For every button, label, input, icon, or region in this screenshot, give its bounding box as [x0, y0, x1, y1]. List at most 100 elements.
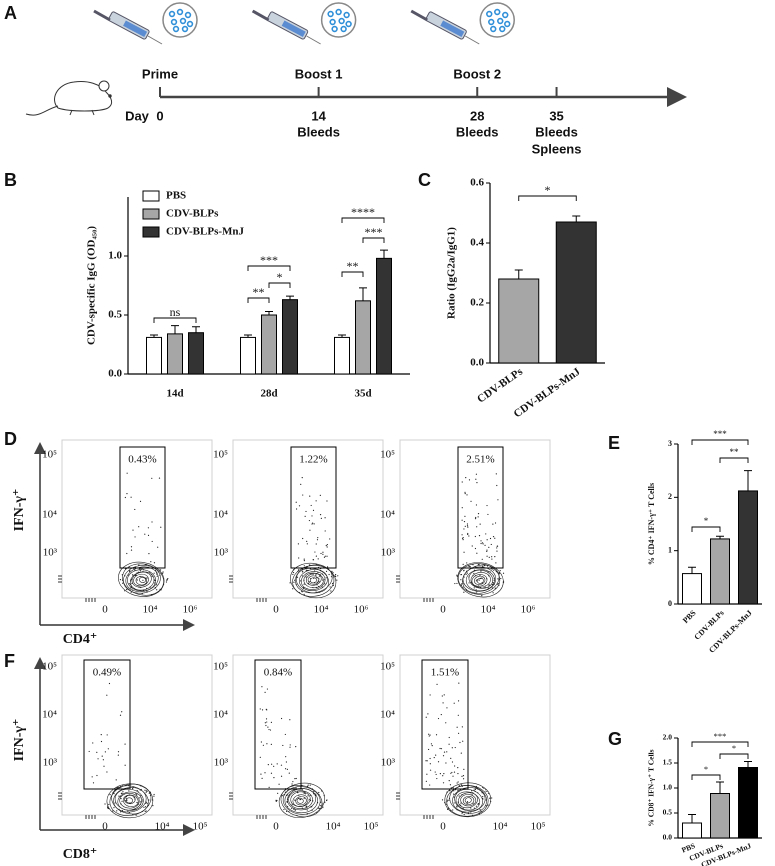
- density-contour: [119, 793, 140, 809]
- event-dot: [146, 790, 148, 792]
- plot-frame: [232, 439, 384, 599]
- bar: [498, 278, 540, 364]
- y-tick-label: 0.2: [470, 297, 484, 309]
- x-tick-label: 0: [102, 604, 108, 616]
- event-dot: [269, 729, 272, 731]
- syringe-needle: [147, 35, 163, 45]
- event-dot: [294, 579, 296, 581]
- event-dot: [136, 801, 138, 804]
- event-dot: [301, 477, 303, 479]
- syringe-liquid: [123, 20, 148, 38]
- bar: [167, 333, 183, 375]
- density-contour: [296, 797, 304, 804]
- event-dot: [492, 582, 494, 584]
- event-dot: [156, 575, 158, 577]
- event-dot: [461, 726, 463, 728]
- legend-swatch: [142, 226, 160, 238]
- event-dot: [153, 562, 156, 564]
- event-dot: [489, 797, 491, 799]
- density-contour: [295, 567, 330, 594]
- event-dot: [312, 522, 314, 524]
- syringe-icon: [93, 2, 198, 45]
- event-dot: [285, 756, 287, 758]
- event-dot: [295, 777, 297, 780]
- event-dot: [319, 513, 322, 516]
- event-dot: [446, 751, 448, 753]
- density-contour: [462, 566, 497, 592]
- day-label: Day: [125, 108, 150, 123]
- event-dot: [446, 799, 448, 801]
- event-dot: [440, 713, 442, 716]
- event-dot: [304, 515, 306, 517]
- event-dot: [497, 499, 499, 501]
- legend-label: PBS: [166, 190, 186, 202]
- event-dot: [479, 574, 481, 576]
- event-dot: [318, 575, 320, 577]
- error-bar: [572, 215, 581, 222]
- event-dot: [260, 741, 262, 743]
- x-tick-label: 28d: [260, 388, 277, 400]
- event-dot: [313, 523, 315, 525]
- event-dot: [289, 744, 291, 746]
- event-dot: [125, 797, 127, 799]
- significance-bracket: [247, 297, 270, 303]
- density-contour: [465, 569, 495, 592]
- significance-bracket: [268, 282, 291, 288]
- event-dot: [265, 718, 268, 720]
- event-dot: [303, 565, 305, 567]
- event-dot: [473, 587, 475, 589]
- y-tick-label: 1.5: [663, 758, 673, 767]
- sample-label: Spleens: [532, 141, 582, 156]
- event-dot: [153, 793, 155, 796]
- x-tick-label: 14d: [166, 388, 183, 400]
- event-dot: [467, 526, 469, 528]
- event-dot: [88, 750, 90, 753]
- legend-swatch: [142, 208, 160, 220]
- event-dot: [325, 570, 328, 572]
- density-contour: [133, 573, 149, 587]
- event-dot: [499, 570, 501, 572]
- density-contour: [470, 572, 491, 588]
- significance-label: ****: [351, 205, 375, 219]
- event-dot: [461, 519, 463, 521]
- event-dot: [136, 793, 138, 796]
- density-contour: [127, 569, 157, 592]
- sample-label: Bleeds: [535, 124, 578, 139]
- event-dot: [474, 518, 477, 520]
- vesicle-dot: [345, 20, 352, 28]
- event-dot: [313, 790, 315, 793]
- event-dot: [322, 551, 324, 553]
- event-dot: [452, 809, 454, 811]
- y-axis-label: CDV-specific IgG (OD₄₅₀): [86, 226, 98, 345]
- x-tick-label: 10⁴: [326, 821, 341, 833]
- event-dot: [102, 759, 104, 761]
- event-dot: [491, 797, 493, 799]
- x-tick-label: 10⁴: [493, 821, 508, 833]
- event-dot: [318, 791, 320, 794]
- event-dot: [324, 530, 326, 532]
- density-contour: [139, 577, 147, 583]
- y-tick-label: 1.0: [108, 250, 122, 262]
- event-dot: [453, 802, 455, 804]
- density-contour: [300, 571, 326, 590]
- syringe-liquid: [440, 20, 465, 38]
- event-dot: [97, 758, 99, 760]
- legend-label: CDV-BLPs: [166, 208, 219, 220]
- event-dot: [494, 537, 496, 539]
- vesicle-dot: [340, 25, 347, 33]
- event-dot: [162, 571, 164, 573]
- event-dot: [458, 795, 460, 797]
- event-dot: [485, 533, 487, 535]
- event-dot: [260, 773, 262, 775]
- event-dot: [262, 744, 264, 746]
- event-dot: [117, 754, 119, 756]
- event-dot: [482, 786, 484, 789]
- event-dot: [303, 583, 305, 585]
- event-dot: [259, 756, 261, 758]
- event-dot: [306, 805, 308, 807]
- event-dot: [448, 743, 450, 745]
- event-dot: [436, 683, 438, 685]
- event-dot: [118, 795, 120, 797]
- event-dot: [448, 736, 450, 739]
- event-dot: [139, 500, 142, 502]
